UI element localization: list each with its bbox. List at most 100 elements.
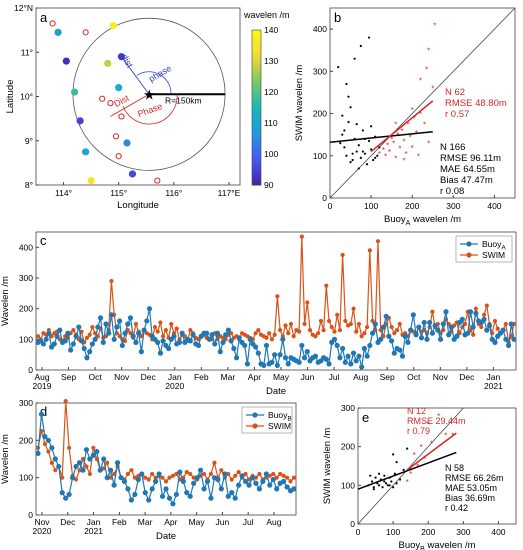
- data-point-swim: [484, 303, 489, 308]
- data-point-buoy: [246, 482, 252, 488]
- y-tick-label-e: 300: [341, 403, 355, 413]
- data-point-buoy: [141, 327, 147, 333]
- x-tick-label-d: Mar: [138, 517, 153, 527]
- stats-red-e: RMSE 29.44m: [407, 416, 466, 426]
- data-point-buoy: [165, 345, 172, 352]
- data-point-buoy: [197, 467, 204, 473]
- data-point-buoy: [78, 338, 85, 344]
- data-point-buoy: [340, 345, 346, 352]
- data-point-swim: [233, 473, 238, 478]
- data-point-buoy: [272, 352, 278, 358]
- data-point-swim: [316, 331, 321, 336]
- colorbar-segment: [252, 80, 261, 85]
- data-point-swim: [283, 323, 288, 328]
- colorbar-segment: [252, 88, 261, 93]
- colorbar-segment: [252, 138, 261, 143]
- data-point-buoy: [334, 342, 340, 349]
- data-point-swim: [462, 321, 468, 327]
- data-point-swim: [284, 475, 290, 480]
- x-tick-label-a: 114°: [55, 188, 72, 198]
- data-point-buoy: [408, 327, 414, 333]
- colorbar-tick-label: 90: [264, 180, 274, 190]
- data-point-buoy: [267, 482, 273, 488]
- data-point-swim: [160, 475, 165, 480]
- colorbar-segment: [252, 84, 261, 89]
- data-point-black: [357, 144, 360, 147]
- data-point-swim: [381, 334, 386, 339]
- data-point-red: *: [404, 150, 407, 159]
- data-point-buoy: [176, 339, 183, 345]
- data-point-black: [378, 146, 381, 149]
- legend-box-d: [241, 406, 293, 434]
- data-point-buoy: [418, 335, 425, 341]
- data-point-buoy: [372, 321, 378, 327]
- fit-line-black: [329, 130, 433, 144]
- data-point-buoy: [149, 486, 155, 492]
- colorbar-segment: [252, 165, 261, 170]
- colorbar-segment: [252, 119, 261, 124]
- data-point-black: [370, 148, 373, 151]
- data-point-swim: [272, 332, 277, 337]
- data-point-buoy: [253, 480, 259, 486]
- data-point-red: *: [420, 443, 423, 452]
- data-point-swim: [95, 334, 100, 339]
- data-point-buoy: [194, 475, 200, 481]
- x-tick-label-e: 300: [456, 527, 470, 537]
- data-point-black: [392, 453, 395, 456]
- y-axis-label-a: Latitude: [5, 80, 16, 114]
- data-point-buoy: [100, 339, 106, 345]
- data-point-black: [393, 472, 396, 475]
- data-point-buoy: [56, 463, 62, 470]
- data-point-red: *: [384, 152, 387, 161]
- data-point-buoy: [163, 486, 169, 492]
- data-point-buoy: [130, 333, 136, 339]
- data-point-filled: [115, 84, 123, 92]
- data-point-black: [370, 125, 373, 128]
- y-tick-label-b: 200: [313, 109, 327, 119]
- data-point-swim: [291, 334, 296, 339]
- y-tick-label-a: 9°: [25, 136, 33, 146]
- x-tick-label-d: Nov: [34, 517, 50, 527]
- colorbar-segment: [252, 169, 261, 174]
- data-point-buoy: [142, 490, 148, 496]
- plot-area-c: [35, 231, 517, 371]
- data-point-black: [359, 44, 362, 48]
- data-point-red: *: [382, 146, 385, 155]
- data-point-swim: [479, 324, 484, 330]
- data-point-black: [339, 142, 342, 145]
- phase-arc-blue: [136, 71, 172, 95]
- data-point-black: [377, 484, 381, 487]
- stats-red-b: RMSE 48.80m: [445, 98, 507, 109]
- data-point-buoy: [242, 478, 249, 484]
- colorbar-segment: [252, 41, 261, 46]
- data-point-swim: [174, 326, 179, 331]
- data-point-open: [115, 153, 122, 160]
- data-point-black: [372, 158, 375, 162]
- data-point-swim: [365, 324, 370, 330]
- x-axis-label-tail-e: wavelen /m: [425, 540, 476, 550]
- legend-marker: [466, 252, 472, 258]
- data-point-buoy: [94, 448, 100, 455]
- data-point-buoy: [118, 475, 124, 481]
- data-point-swim: [281, 473, 286, 478]
- y-tick-label-a: 8°: [25, 180, 33, 190]
- data-point-buoy: [424, 336, 430, 342]
- data-point-buoy: [429, 330, 435, 336]
- data-point-black: [383, 474, 386, 477]
- data-point-buoy: [386, 333, 392, 339]
- data-point-red: *: [406, 478, 409, 487]
- x-tick-label-c: Oct: [88, 372, 102, 382]
- data-point-filled: [109, 22, 117, 30]
- data-point-open: [82, 29, 89, 36]
- colorbar-segment: [252, 154, 261, 159]
- data-point-black: [383, 480, 386, 483]
- data-point-black: [361, 129, 364, 132]
- data-point-buoy: [231, 345, 237, 352]
- data-point-buoy: [144, 318, 150, 324]
- y-tick-label-b: 300: [313, 66, 327, 76]
- x-tick-label-e: 400: [491, 527, 505, 537]
- data-point-buoy: [87, 456, 93, 462]
- colorbar-segment: [252, 142, 261, 147]
- data-point-buoy: [111, 336, 117, 342]
- plot-area-a: [35, 7, 241, 186]
